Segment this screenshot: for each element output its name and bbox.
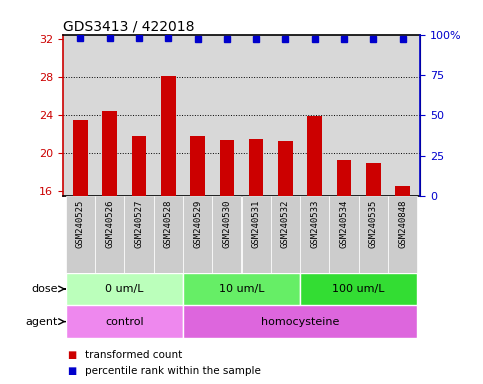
Bar: [271, 196, 300, 273]
Text: 0 um/L: 0 um/L: [105, 284, 143, 294]
Bar: [154, 196, 183, 273]
Bar: [366, 163, 381, 196]
Bar: [307, 116, 322, 196]
Bar: [388, 196, 417, 273]
Bar: [249, 139, 263, 196]
Bar: [395, 186, 410, 196]
Text: GSM240530: GSM240530: [222, 200, 231, 248]
Text: 10 um/L: 10 um/L: [219, 284, 264, 294]
Bar: [66, 273, 183, 305]
Bar: [278, 141, 293, 196]
Bar: [66, 196, 95, 273]
Bar: [66, 305, 183, 338]
Text: percentile rank within the sample: percentile rank within the sample: [85, 366, 260, 376]
Text: GSM240531: GSM240531: [252, 200, 261, 248]
Text: GSM240533: GSM240533: [310, 200, 319, 248]
Bar: [329, 196, 359, 273]
Bar: [300, 273, 417, 305]
Text: GSM240525: GSM240525: [76, 200, 85, 248]
Text: GSM240532: GSM240532: [281, 200, 290, 248]
Bar: [337, 160, 351, 196]
Text: ■: ■: [68, 366, 77, 376]
Bar: [183, 196, 212, 273]
Text: GSM240535: GSM240535: [369, 200, 378, 248]
Text: dose: dose: [31, 284, 58, 294]
Text: ■: ■: [68, 350, 77, 360]
Text: control: control: [105, 316, 143, 327]
Bar: [161, 76, 176, 196]
Bar: [359, 196, 388, 273]
Bar: [102, 111, 117, 196]
Text: 100 um/L: 100 um/L: [332, 284, 385, 294]
Bar: [212, 196, 242, 273]
Text: GSM240534: GSM240534: [340, 200, 349, 248]
Bar: [73, 120, 88, 196]
Bar: [183, 273, 300, 305]
Bar: [124, 196, 154, 273]
Text: GSM240848: GSM240848: [398, 200, 407, 248]
Bar: [132, 136, 146, 196]
Bar: [190, 136, 205, 196]
Bar: [242, 196, 271, 273]
Bar: [300, 196, 329, 273]
Bar: [220, 140, 234, 196]
Text: GSM240526: GSM240526: [105, 200, 114, 248]
Text: transformed count: transformed count: [85, 350, 182, 360]
Text: GSM240528: GSM240528: [164, 200, 173, 248]
Bar: [183, 305, 417, 338]
Text: agent: agent: [26, 316, 58, 327]
Text: GDS3413 / 422018: GDS3413 / 422018: [63, 20, 194, 33]
Text: GSM240527: GSM240527: [134, 200, 143, 248]
Bar: [95, 196, 124, 273]
Text: GSM240529: GSM240529: [193, 200, 202, 248]
Text: homocysteine: homocysteine: [261, 316, 339, 327]
